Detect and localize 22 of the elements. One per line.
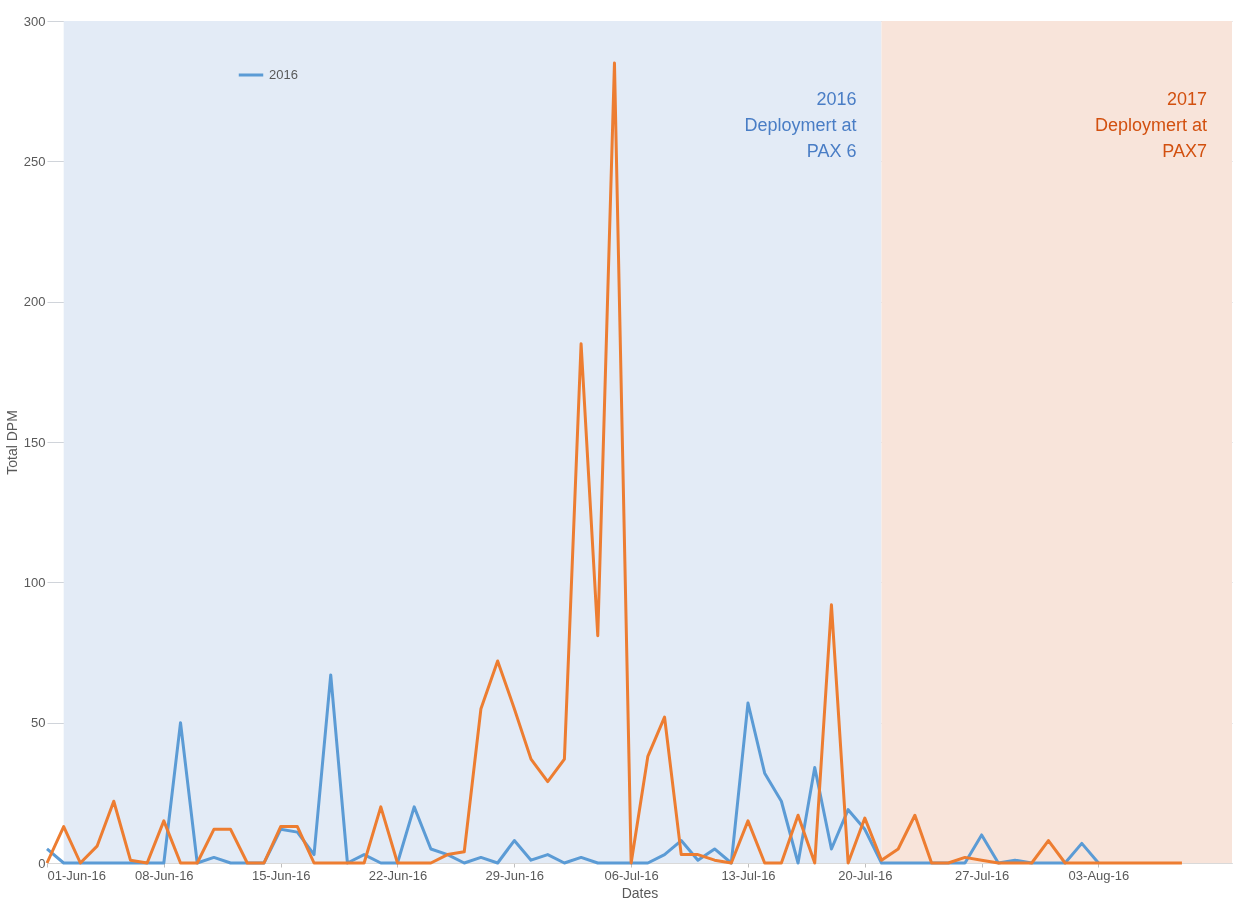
x-tick-label: 01-Jun-16: [47, 867, 107, 883]
x-tick-label: 20-Jul-16: [838, 867, 893, 883]
x-tick-label: 13-Jul-16: [721, 867, 776, 883]
y-tick-label: 50: [31, 715, 46, 731]
y-tick-label: 250: [23, 153, 46, 169]
legend-label: 2016: [269, 67, 298, 82]
y-tick-label: 0: [38, 855, 46, 871]
x-tick-label: 29-Jun-16: [485, 867, 545, 883]
y-tick-label: 300: [23, 13, 46, 29]
y-tick-label: 100: [23, 574, 46, 590]
x-tick-label: 06-Jul-16: [604, 867, 659, 883]
x-tick-label: 27-Jul-16: [955, 867, 1010, 883]
y-axis-title: Total DPM: [3, 410, 20, 475]
x-axis-title: Dates: [621, 884, 659, 901]
x-tick-label: 22-Jun-16: [368, 867, 428, 883]
x-tick-label: 03-Aug-16: [1068, 867, 1130, 883]
y-tick-label: 150: [23, 434, 46, 450]
x-tick-label: 08-Jun-16: [135, 867, 194, 883]
band-label: 2017 Deploymert at PAX7: [1094, 89, 1207, 161]
y-tick-label: 200: [23, 294, 46, 310]
band-label: 2016 Deploymert at PAX 6: [744, 89, 857, 161]
x-tick-label: 15-Jun-16: [251, 867, 311, 883]
